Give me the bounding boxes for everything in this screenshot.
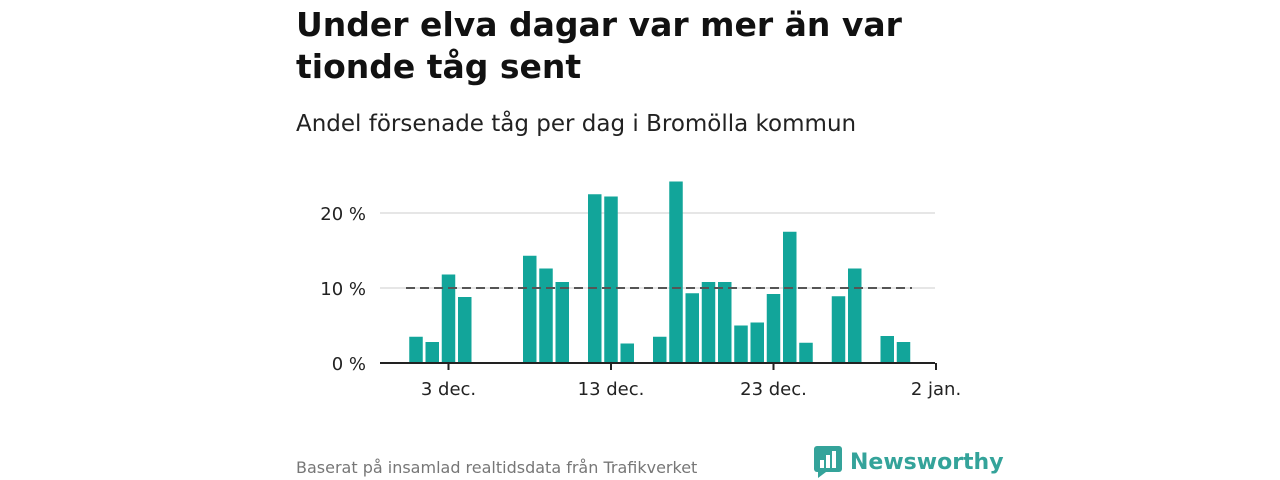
- bar: [718, 282, 732, 363]
- bar: [799, 342, 813, 363]
- bar: [555, 282, 569, 363]
- bar: [685, 293, 699, 363]
- bar: [539, 268, 553, 363]
- y-axis-ticks: 0 % 10 % 20 %: [320, 204, 366, 375]
- x-axis-ticks: 3 dec. 13 dec. 23 dec. 2 jan.: [421, 363, 961, 400]
- y-tick-label: 0 %: [332, 354, 366, 375]
- chart-subtitle: Andel försenade tåg per dag i Bromölla k…: [296, 111, 857, 137]
- bar: [604, 196, 618, 363]
- bar: [880, 336, 894, 363]
- bar: [896, 342, 911, 363]
- newsworthy-logo-icon: [814, 446, 842, 478]
- x-tick-label: 3 dec.: [421, 379, 476, 400]
- chart-title: Under elva dagar var mer än var tionde t…: [296, 5, 902, 86]
- bar: [588, 194, 602, 363]
- bar: [701, 282, 716, 363]
- y-tick-label: 10 %: [320, 279, 366, 300]
- bar: [734, 325, 748, 363]
- bar: [783, 231, 797, 363]
- source-note: Baserat på insamlad realtidsdata från Tr…: [296, 458, 698, 477]
- bar: [620, 343, 634, 363]
- bar: [848, 268, 862, 363]
- bar: [458, 297, 472, 363]
- brand-logo: Newsworthy: [814, 446, 1004, 478]
- y-tick-label: 20 %: [320, 204, 366, 225]
- x-tick-label: 2 jan.: [911, 379, 961, 400]
- bar: [523, 255, 537, 363]
- bar-chart: 0 % 10 % 20 % 3 dec. 13 dec. 23 dec. 2 jan.: [320, 181, 961, 400]
- brand-name: Newsworthy: [850, 449, 1004, 475]
- bar: [409, 336, 423, 363]
- x-tick-label: 23 dec.: [740, 379, 807, 400]
- bars: [409, 181, 911, 363]
- bar: [750, 322, 764, 363]
- bar: [766, 294, 781, 363]
- bar: [669, 181, 683, 363]
- bar: [425, 342, 439, 363]
- bar: [653, 336, 667, 363]
- x-tick-label: 13 dec.: [578, 379, 645, 400]
- bar: [831, 296, 846, 363]
- bar: [441, 274, 456, 363]
